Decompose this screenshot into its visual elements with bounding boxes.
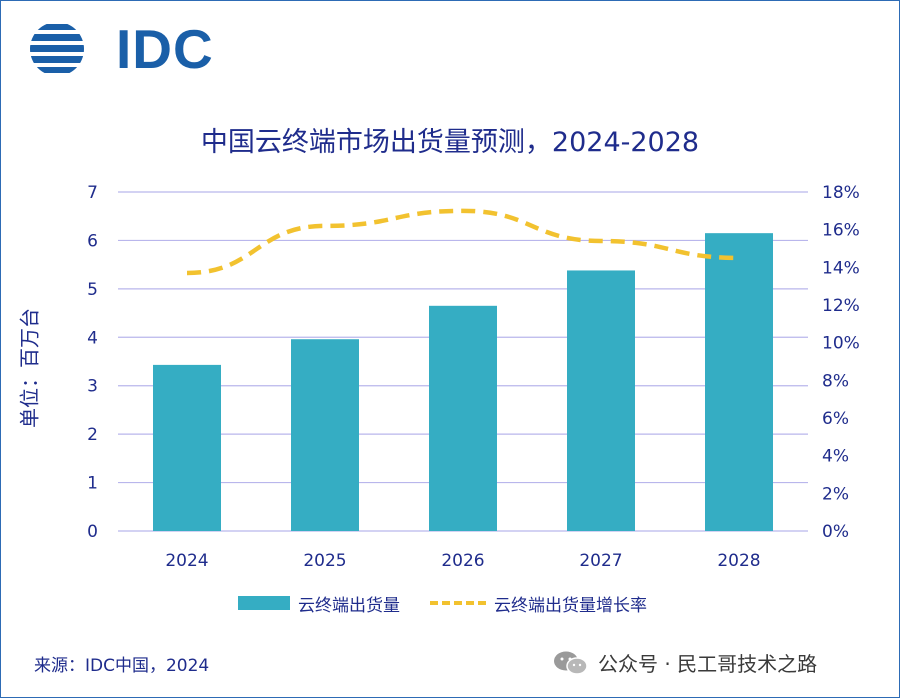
legend-label-line: 云终端出货量增长率 xyxy=(494,595,647,616)
y-tick-label: 2 xyxy=(87,425,98,445)
left-axis-ticks: 0 1 2 3 4 5 6 7 xyxy=(87,183,98,542)
source-note: 来源：IDC中国，2024 xyxy=(34,656,210,676)
x-tick-label: 2027 xyxy=(579,551,622,571)
y2-tick-label: 2% xyxy=(822,484,849,504)
y2-tick-label: 18% xyxy=(822,183,860,203)
y2-tick-label: 10% xyxy=(822,334,860,354)
globe-icon xyxy=(30,24,84,73)
y2-tick-label: 0% xyxy=(822,522,849,542)
x-tick-label: 2026 xyxy=(441,551,484,571)
bar xyxy=(291,339,359,531)
legend-bar-swatch xyxy=(238,596,290,610)
right-axis-ticks: 0% 2% 4% 6% 8% 10% 12% 14% 16% 18% xyxy=(822,183,860,542)
idc-logo: IDC xyxy=(28,20,218,78)
watermark-text: 公众号 · 民工哥技术之路 xyxy=(598,652,818,676)
bar xyxy=(705,233,773,531)
growth-line-series xyxy=(186,208,740,276)
x-axis-ticks: 2024 2025 2026 2027 2028 xyxy=(165,551,760,571)
x-tick-label: 2025 xyxy=(303,551,346,571)
watermark: 公众号 · 民工哥技术之路 xyxy=(552,648,817,677)
bar xyxy=(567,270,635,531)
y2-tick-label: 16% xyxy=(822,221,860,241)
y2-tick-label: 4% xyxy=(822,447,849,467)
chart-title: 中国云终端市场出货量预测，2024-2028 xyxy=(200,127,700,158)
y-tick-label: 4 xyxy=(87,328,98,348)
wechat-icon xyxy=(554,651,588,675)
x-tick-label: 2024 xyxy=(165,551,208,571)
y-tick-label: 6 xyxy=(87,231,98,251)
logo-text: IDC xyxy=(116,18,214,80)
y2-tick-label: 8% xyxy=(822,371,849,391)
y-tick-label: 5 xyxy=(87,280,98,300)
y2-tick-label: 12% xyxy=(822,296,860,316)
y-tick-label: 0 xyxy=(87,522,98,542)
growth-line xyxy=(186,208,740,276)
y2-tick-label: 6% xyxy=(822,409,849,429)
legend-item-line: 云终端出货量增长率 xyxy=(430,591,647,616)
x-tick-label: 2028 xyxy=(717,551,760,571)
bar xyxy=(153,364,221,531)
y-tick-label: 7 xyxy=(87,183,98,203)
bar-series xyxy=(153,233,773,531)
legend-label-bars: 云终端出货量 xyxy=(298,595,400,616)
legend-item-bars: 云终端出货量 xyxy=(238,591,400,616)
y-tick-label: 1 xyxy=(87,474,98,494)
y-tick-label: 3 xyxy=(87,377,98,397)
y2-tick-label: 14% xyxy=(822,258,860,278)
legend-line-swatch xyxy=(430,601,486,605)
legend: 云终端出货量 云终端出货量增长率 xyxy=(238,590,677,616)
bar xyxy=(429,305,497,531)
